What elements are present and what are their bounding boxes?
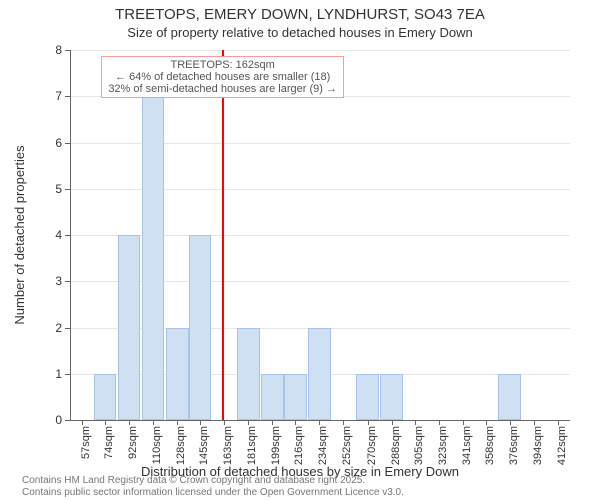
ytick-label: 5: [55, 182, 62, 196]
bar: [237, 328, 260, 421]
y-axis-label: Number of detached properties: [12, 145, 27, 324]
ytick-label: 1: [55, 367, 62, 381]
bar: [380, 374, 403, 420]
footer-line-2: Contains public sector information licen…: [22, 487, 404, 499]
annotation-line-3: 32% of semi-detached houses are larger (…: [108, 83, 337, 95]
xtick-label: 305sqm: [413, 426, 425, 465]
xtick-label: 323sqm: [437, 426, 449, 465]
ytick-label: 0: [55, 413, 62, 427]
xtick-label: 341sqm: [461, 426, 473, 465]
xtick-label: 376sqm: [508, 426, 520, 465]
bar: [498, 374, 521, 420]
xtick-label: 234sqm: [317, 426, 329, 465]
plot-area: 01234567857sqm74sqm92sqm110sqm128sqm145s…: [70, 50, 570, 420]
xtick-label: 270sqm: [366, 426, 378, 465]
gridline: [70, 50, 570, 51]
bar: [94, 374, 117, 420]
annotation-box: TREETOPS: 162sqm← 64% of detached houses…: [101, 56, 344, 98]
footer-line-1: Contains HM Land Registry data © Crown c…: [22, 475, 404, 487]
annotation-line-2: ← 64% of detached houses are smaller (18…: [108, 71, 337, 83]
xtick-label: 412sqm: [556, 426, 568, 465]
ytick-label: 7: [55, 89, 62, 103]
xtick-label: 92sqm: [127, 426, 139, 459]
xtick-label: 145sqm: [198, 426, 210, 465]
xtick-label: 288sqm: [390, 426, 402, 465]
plot-inner: 01234567857sqm74sqm92sqm110sqm128sqm145s…: [70, 50, 570, 420]
xtick-label: 74sqm: [103, 426, 115, 459]
x-axis-line: [70, 420, 570, 421]
xtick-label: 394sqm: [532, 426, 544, 465]
xtick-label: 163sqm: [222, 426, 234, 465]
ytick-label: 8: [55, 43, 62, 57]
bar: [142, 96, 165, 420]
annotation-line-1: TREETOPS: 162sqm: [108, 59, 337, 71]
chart-title: TREETOPS, EMERY DOWN, LYNDHURST, SO43 7E…: [0, 0, 600, 23]
xtick-label: 128sqm: [175, 426, 187, 465]
xtick-label: 110sqm: [151, 426, 163, 464]
xtick-label: 199sqm: [270, 426, 282, 465]
bar: [356, 374, 379, 420]
ytick-label: 6: [55, 136, 62, 150]
bar: [189, 235, 212, 420]
xtick-label: 181sqm: [246, 426, 258, 465]
bar: [166, 328, 189, 421]
ytick-label: 2: [55, 321, 62, 335]
xtick-label: 358sqm: [484, 426, 496, 465]
ytick-label: 4: [55, 228, 62, 242]
footer-text: Contains HM Land Registry data © Crown c…: [22, 475, 404, 498]
bar: [284, 374, 307, 420]
bar: [308, 328, 331, 421]
chart-subtitle: Size of property relative to detached ho…: [0, 23, 600, 40]
chart-container: TREETOPS, EMERY DOWN, LYNDHURST, SO43 7E…: [0, 0, 600, 500]
y-axis-line: [70, 50, 71, 420]
marker-line: [222, 50, 224, 420]
xtick-label: 57sqm: [80, 426, 92, 459]
xtick-label: 252sqm: [341, 426, 353, 465]
bar: [261, 374, 284, 420]
xtick-label: 216sqm: [293, 426, 305, 465]
bar: [118, 235, 141, 420]
ytick-label: 3: [55, 274, 62, 288]
